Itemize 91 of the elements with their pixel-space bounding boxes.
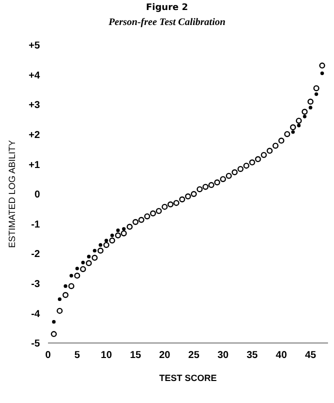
y-tick-label: +5 bbox=[28, 40, 40, 52]
x-tick-label: 45 bbox=[304, 350, 316, 362]
chart-subtitle: Person-free Test Calibration bbox=[108, 17, 226, 28]
point bbox=[226, 172, 232, 179]
point bbox=[214, 179, 220, 186]
y-tick-label: +1 bbox=[28, 160, 40, 171]
x-tick-label: 25 bbox=[188, 350, 200, 362]
point bbox=[75, 266, 79, 270]
y-tick-label: +4 bbox=[28, 70, 40, 82]
point bbox=[122, 227, 126, 231]
x-axis-title: TEST SCORE bbox=[159, 373, 217, 383]
point bbox=[109, 237, 116, 244]
point bbox=[156, 208, 162, 214]
point bbox=[238, 166, 244, 172]
point bbox=[58, 297, 62, 301]
point bbox=[92, 248, 96, 252]
point bbox=[68, 283, 74, 290]
point bbox=[190, 191, 197, 197]
point bbox=[272, 142, 278, 149]
y-axis-title: ESTIMATED LOG ABILITY bbox=[7, 140, 18, 248]
point bbox=[81, 260, 85, 264]
x-tick-label: 35 bbox=[246, 350, 258, 362]
point bbox=[104, 238, 108, 242]
point bbox=[308, 98, 314, 105]
point bbox=[255, 156, 261, 162]
point bbox=[168, 201, 174, 208]
point bbox=[115, 232, 121, 238]
point bbox=[150, 210, 156, 216]
y-tick-label: -3 bbox=[31, 278, 40, 290]
x-tick-label: 20 bbox=[159, 350, 171, 362]
point bbox=[278, 138, 284, 144]
point bbox=[249, 159, 256, 166]
x-tick-label: 40 bbox=[276, 350, 288, 362]
point bbox=[284, 131, 290, 138]
point bbox=[56, 308, 63, 314]
point bbox=[220, 176, 226, 182]
point bbox=[243, 162, 250, 169]
point bbox=[179, 196, 186, 202]
point bbox=[302, 108, 308, 115]
y-tick-label: -1 bbox=[31, 219, 40, 230]
point bbox=[202, 184, 208, 190]
point bbox=[162, 204, 168, 210]
point bbox=[64, 284, 68, 288]
point bbox=[291, 130, 295, 134]
y-tick-label: -5 bbox=[31, 338, 40, 350]
x-tick-label: 0 bbox=[45, 350, 52, 362]
point bbox=[70, 274, 74, 278]
point bbox=[50, 331, 57, 338]
y-tick-label: -4 bbox=[31, 308, 40, 320]
point bbox=[120, 230, 127, 236]
point bbox=[185, 193, 191, 200]
point bbox=[266, 148, 273, 154]
point bbox=[103, 242, 110, 248]
y-tick-label: +2 bbox=[28, 130, 40, 141]
y-tick-label: -2 bbox=[31, 249, 40, 260]
point bbox=[319, 62, 326, 69]
point bbox=[80, 266, 86, 272]
point bbox=[116, 228, 120, 232]
point bbox=[62, 292, 68, 298]
chart-title: Figure 2 bbox=[144, 3, 190, 13]
x-tick-label: 10 bbox=[100, 350, 112, 362]
x-tick-label: 5 bbox=[74, 350, 80, 362]
point bbox=[320, 72, 324, 76]
point bbox=[110, 234, 114, 238]
point bbox=[74, 272, 80, 279]
point bbox=[297, 124, 301, 128]
point bbox=[138, 216, 144, 223]
point bbox=[260, 152, 267, 158]
point bbox=[132, 219, 138, 226]
point bbox=[173, 200, 180, 206]
point bbox=[126, 224, 133, 230]
point bbox=[313, 85, 320, 92]
point bbox=[232, 169, 238, 176]
y-tick-label: +3 bbox=[28, 100, 40, 112]
point bbox=[290, 124, 296, 130]
point bbox=[314, 92, 318, 96]
y-tick-label: 0 bbox=[34, 190, 40, 201]
point bbox=[87, 254, 91, 258]
point bbox=[296, 118, 302, 124]
point bbox=[98, 243, 102, 247]
point bbox=[52, 320, 56, 324]
point bbox=[308, 106, 312, 110]
point bbox=[208, 182, 214, 188]
point bbox=[302, 114, 306, 118]
point bbox=[196, 186, 203, 192]
x-tick-label: 30 bbox=[217, 350, 229, 362]
x-tick-label: 15 bbox=[130, 350, 142, 362]
point bbox=[144, 213, 150, 220]
point bbox=[98, 248, 104, 254]
point bbox=[86, 260, 92, 266]
point bbox=[92, 254, 98, 261]
